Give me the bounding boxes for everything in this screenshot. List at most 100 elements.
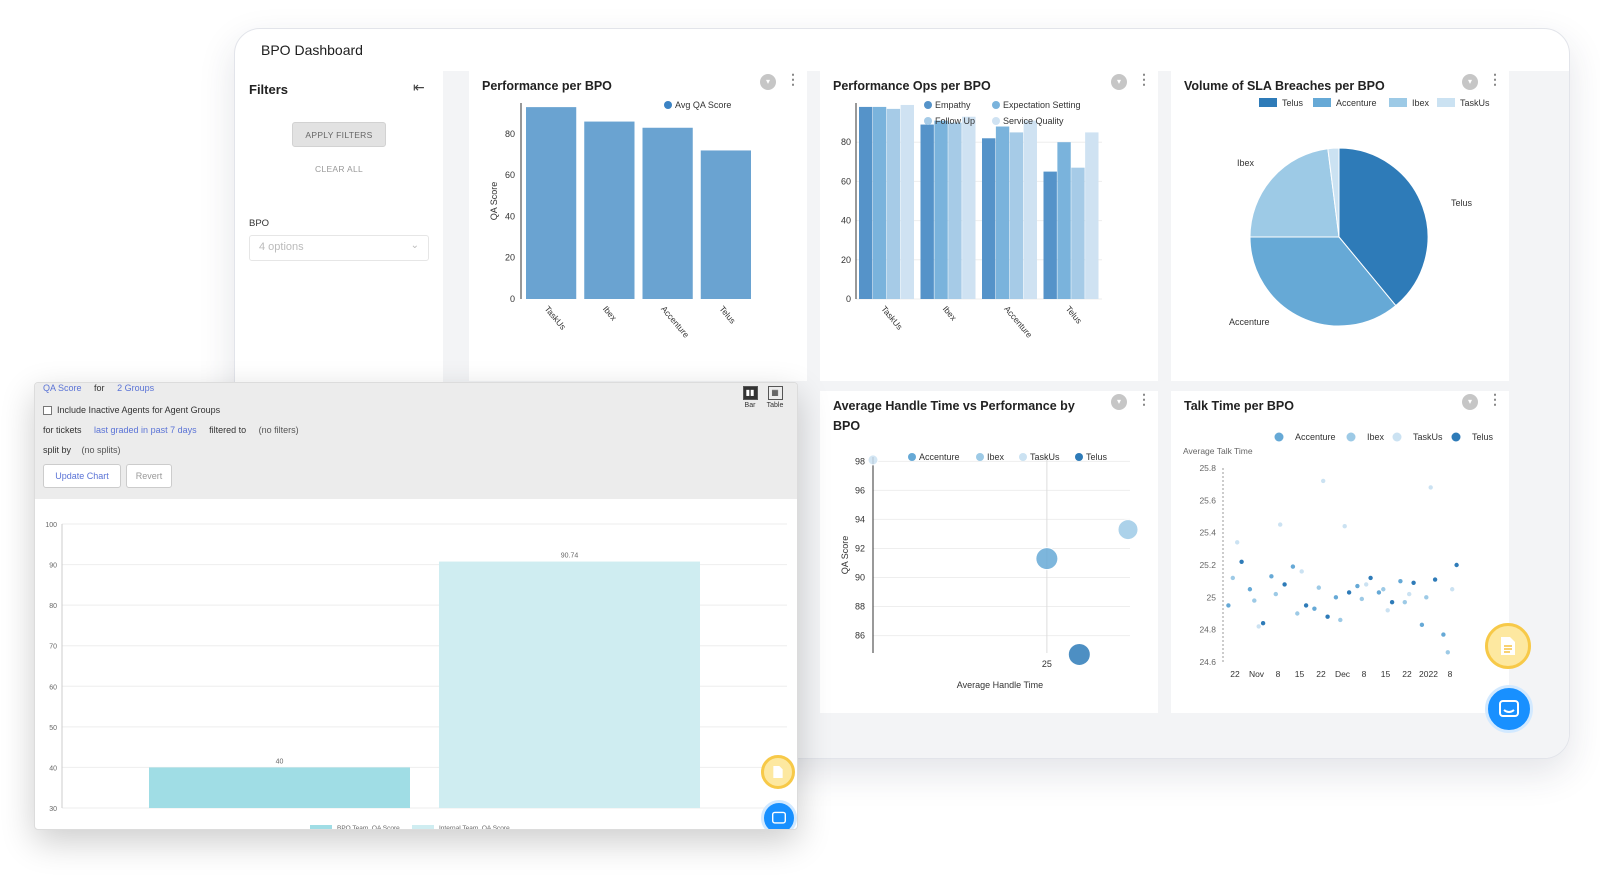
more-vertical-icon[interactable]: ⋮ (1488, 391, 1502, 407)
scatter-point (1338, 617, 1343, 623)
filter-icon[interactable]: ▾ (1462, 394, 1478, 410)
x-tick-label: Telus (1064, 304, 1084, 326)
legend-label: Follow Up (935, 116, 975, 126)
bar-view-toggle[interactable]: ▮▮ Bar (739, 386, 761, 409)
scatter-point (1303, 603, 1309, 608)
more-vertical-icon[interactable]: ⋮ (786, 71, 800, 87)
card-title: Average Handle Time vs Performance by BP… (833, 396, 1075, 436)
scatter-point (1450, 587, 1455, 592)
scatter-point (1252, 598, 1257, 603)
tickets-label: for tickets (43, 425, 82, 435)
legend-label: Ibex (987, 452, 1005, 462)
x-tick-label: 8 (1362, 669, 1367, 679)
chat-fab-button[interactable] (761, 800, 797, 829)
legend-swatch (310, 825, 332, 829)
scatter-point (1230, 575, 1235, 581)
card-title: Talk Time per BPO (1184, 399, 1294, 413)
scatter-point (1454, 562, 1459, 568)
table-view-toggle[interactable]: ▦ Table (764, 386, 786, 409)
page-title: BPO Dashboard (261, 42, 363, 58)
document-fab-button[interactable] (1485, 623, 1531, 669)
scatter-point (1432, 577, 1438, 582)
legend-swatch (924, 101, 932, 109)
legend-label: Telus (1086, 452, 1108, 462)
y-tick-label: 20 (841, 255, 851, 265)
filter-icon[interactable]: ▾ (1111, 394, 1127, 410)
collapse-left-icon[interactable]: ⇤ (413, 79, 425, 95)
chat-fab-button[interactable] (1485, 685, 1533, 733)
scatter-point (1256, 624, 1261, 629)
y-tick-label: 80 (505, 129, 515, 139)
split-selector[interactable]: (no splits) (81, 445, 121, 455)
card-performance-per-bpo: Performance per BPO ▾ ⋮ 0 20 40 60 80 QA Scor… (469, 71, 807, 381)
bpo-select[interactable]: 4 options ⌄ (249, 235, 429, 261)
legend-swatch (664, 101, 672, 109)
bar (872, 106, 887, 299)
y-tick-label: 94 (855, 514, 865, 524)
document-fab-button[interactable] (761, 755, 795, 789)
bar (1085, 132, 1099, 299)
bpo-select-placeholder: 4 options (259, 241, 304, 253)
legend-swatch (1259, 98, 1277, 107)
scatter-point (1428, 485, 1433, 490)
scatter-point (1333, 595, 1339, 600)
filter-icon[interactable]: ▾ (1111, 74, 1127, 90)
y-tick-label: 90 (855, 573, 865, 583)
y-tick-label: 25 (1207, 592, 1217, 602)
table-view-label: Table (766, 402, 784, 409)
y-tick-label: 40 (841, 216, 851, 226)
legend-label: Empathy (935, 100, 971, 110)
x-tick-label: Dec (1335, 669, 1351, 679)
inactive-agents-checkbox[interactable] (43, 405, 52, 415)
revert-button[interactable]: Revert (126, 464, 172, 488)
scatter-point (1385, 608, 1390, 613)
scatter-point (1411, 580, 1416, 585)
scatter-point (1321, 478, 1326, 484)
scatter-point (1273, 591, 1278, 597)
chart-sla-breaches: Telus Accenture Ibex TaskUs Telus Accenture Ib… (1229, 98, 1490, 327)
filtered-label: filtered to (209, 425, 247, 435)
filter-icon[interactable]: ▾ (1462, 74, 1478, 90)
table-icon: ▦ (767, 386, 783, 400)
y-tick-label: 25.8 (1199, 463, 1216, 473)
scatter-point (1278, 522, 1283, 527)
x-tick-label: Accenture (1002, 304, 1034, 340)
pie-slice (1327, 147, 1340, 238)
chevron-down-icon: ⌄ (410, 240, 419, 251)
metric-selector[interactable]: QA Score (43, 383, 82, 393)
more-vertical-icon[interactable]: ⋮ (1488, 71, 1502, 87)
scatter-point (1067, 642, 1091, 666)
scatter-point (1346, 590, 1352, 595)
y-axis-label: QA Score (840, 536, 850, 575)
card-aht-vs-performance: Average Handle Time vs Performance by BP… (820, 391, 1158, 713)
apply-filters-button[interactable]: APPLY FILTERS (292, 122, 386, 147)
groups-selector[interactable]: 2 Groups (117, 383, 155, 393)
x-tick-label: 22 (1316, 669, 1326, 679)
legend-swatch (1392, 432, 1402, 442)
tickets-selector[interactable]: last graded in past 7 days (94, 425, 197, 435)
more-vertical-icon[interactable]: ⋮ (1137, 391, 1151, 407)
y-axis-label: QA Score (489, 182, 499, 221)
legend-label: BPO Team_QA Score (337, 825, 400, 830)
update-chart-button[interactable]: Update Chart (43, 464, 121, 488)
y-tick-label: 98 (855, 456, 865, 466)
scatter-point (1235, 540, 1240, 545)
y-tick-label: 88 (855, 602, 865, 612)
scatter-point (1368, 575, 1373, 581)
bar (1057, 142, 1071, 299)
filters-panel: Filters ⇤ APPLY FILTERS CLEAR ALL BPO 4 … (243, 71, 443, 391)
scatter-point (1342, 524, 1347, 529)
more-vertical-icon[interactable]: ⋮ (1137, 71, 1151, 87)
legend-swatch (1313, 98, 1331, 107)
legend-swatch (1019, 453, 1027, 461)
data-label: 40 (276, 758, 284, 765)
scatter-point (1419, 622, 1425, 628)
y-tick-label: 60 (505, 170, 515, 180)
clear-all-button[interactable]: CLEAR ALL (315, 164, 364, 174)
chart-explorer-controls: QA Score for 2 Groups Include Inactive A… (35, 383, 797, 499)
filter-icon[interactable]: ▾ (760, 74, 776, 90)
dashboard-window: BPO Dashboard Filters ⇤ APPLY FILTERS CL… (234, 28, 1570, 759)
legend-label: Ibex (1367, 432, 1385, 442)
bar (642, 127, 693, 299)
filtered-selector[interactable]: (no filters) (258, 425, 299, 435)
